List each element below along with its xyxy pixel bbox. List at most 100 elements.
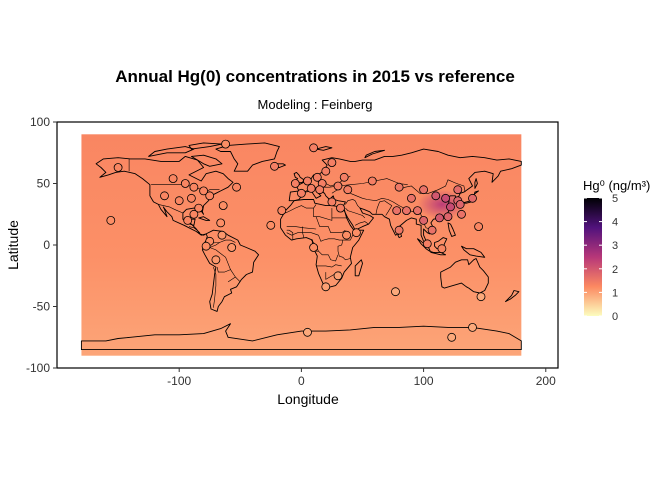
legend-tick-label: 3 [612,240,618,252]
country-border-2 [158,204,184,214]
coastline-new-zealand [505,290,520,303]
station-point-64 [333,271,343,281]
station-point-9 [160,191,169,201]
station-point-24 [290,179,300,188]
station-point-32 [296,188,306,198]
station-point-47 [468,193,477,203]
country-border-6 [213,267,217,308]
station-point-63 [321,282,331,292]
field-grid [81,134,522,356]
station-point-14 [216,218,226,228]
station-point-51 [419,215,429,225]
country-border-26 [286,232,319,236]
legend-tick-label: 4 [612,217,618,229]
x-axis: -100 0 100 200 [167,368,556,388]
coastline-madagascar [354,259,363,277]
legend-tick-label: 1 [612,287,618,299]
station-point-29 [327,158,337,168]
legend-tick-label: 0 [612,311,618,323]
station-point-68 [351,228,361,238]
coastline-new-guinea [461,245,486,258]
country-border-8 [227,276,241,283]
coastline-borneo [434,237,448,250]
coastline-sakhalin [474,178,478,189]
legend-title: Hg⁰ (ng/m³) [583,178,650,193]
station-point-42 [419,185,429,195]
station-point-38 [327,197,337,207]
country-border-18 [345,207,366,219]
coastline-south-america [201,229,260,312]
station-point-30 [315,185,325,195]
country-border-3 [188,226,201,233]
country-border-15 [375,200,393,216]
station-point-54 [402,206,411,216]
chart-title: Annual Hg(0) concentrations in 2015 vs r… [115,67,515,86]
station-point-49 [443,212,453,222]
station-point-70 [468,322,477,332]
station-point-59 [474,222,484,232]
station-point-26 [312,172,322,182]
coastline-north-america [95,155,234,236]
y-tick-label: 50 [37,177,51,191]
country-border-22 [313,208,333,221]
country-border-25 [286,226,317,230]
y-tick-label: -50 [33,300,51,314]
coastline-greenland [215,142,280,172]
station-point-44 [441,193,451,203]
station-point-5 [199,186,209,196]
coastline-svalbard [315,146,333,151]
station-point-60 [455,199,465,209]
station-point-72 [342,230,352,240]
station-point-1 [113,163,123,172]
station-point-48 [457,209,466,219]
coastline-japan [459,190,480,208]
station-point-33 [333,181,343,191]
station-point-36 [367,176,377,186]
station-point-10 [194,203,204,213]
station-point-7 [186,193,196,203]
country-border-34 [302,226,305,238]
station-point-19 [201,241,211,251]
legend-tick-label: 5 [612,193,618,205]
country-border-4 [209,247,236,278]
station-point-67 [309,243,319,252]
station-point-65 [476,292,486,302]
x-tick-label: 0 [298,374,305,388]
station-point-57 [422,239,432,249]
coastline-australia [440,258,489,294]
legend-colorbar [584,198,602,316]
station-point-55 [413,206,422,216]
station-point-23 [309,143,319,153]
country-border-33 [286,229,294,241]
coastline-canada-arctic [148,146,195,157]
coastline-novaya-zemlya [364,149,385,159]
chart-subtitle: Modeling : Feinberg [257,97,373,112]
country-border-14 [398,179,466,194]
station-point-37 [277,206,287,216]
station-point-22 [270,161,279,171]
station-point-62 [266,220,276,230]
country-border-28 [337,240,351,261]
station-point-61 [453,185,463,195]
x-tick-label: 100 [414,374,434,388]
station-point-71 [447,332,457,342]
station-point-11 [189,209,199,219]
station-point-31 [306,183,316,193]
station-point-58 [437,244,447,254]
station-point-6 [205,191,215,201]
y-axis: -100 -50 0 50 100 [26,115,57,375]
color-legend: Hg⁰ (ng/m³) 0 1 2 3 4 5 [583,178,650,323]
station-point-8 [174,196,184,206]
concentration-field [81,134,522,356]
station-point-2 [168,174,178,184]
station-point-20 [211,255,221,265]
x-tick-label: -100 [167,374,191,388]
station-point-28 [321,166,331,176]
field-hotspot [417,189,467,220]
x-axis-title: Longitude [277,391,339,407]
country-border-17 [345,199,356,205]
station-point-69 [303,327,312,337]
country-border-24 [315,216,346,233]
station-point-15 [218,201,228,211]
